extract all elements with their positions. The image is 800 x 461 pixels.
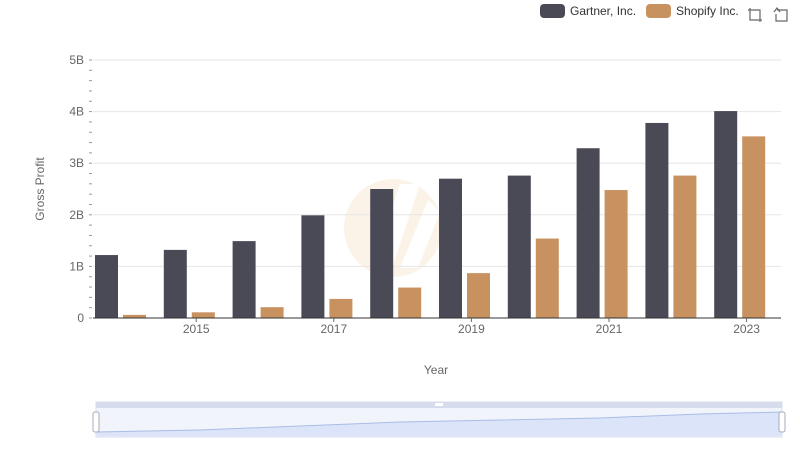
bar-shopify-2017[interactable] [329,298,353,318]
y-tick-label: 2B [69,208,84,222]
bar-shopify-2014[interactable] [123,314,146,318]
bar-shopify-2022[interactable] [673,175,697,318]
x-tick-label: 2023 [733,322,760,336]
bar-shopify-2018[interactable] [398,287,422,318]
bar-gartner-2020[interactable] [507,175,531,318]
bars [95,111,766,319]
legend-swatch-gartner [540,4,565,18]
zoom-drag-grip[interactable] [435,403,443,406]
bar-shopify-2020[interactable] [535,238,559,318]
y-tick-label: 4B [69,105,84,119]
bar-gartner-2022[interactable] [645,122,669,319]
restore-icon[interactable] [773,7,789,23]
bar-gartner-2023[interactable] [714,111,738,318]
bar-gartner-2017[interactable] [301,215,325,318]
y-tick-label: 5B [69,53,84,67]
y-axis-ticks: 0 1B 2B 3B 4B 5B [69,53,92,325]
y-tick-label: 1B [69,259,84,273]
y-axis-title: Gross Profit [33,157,47,221]
zoom-icon[interactable] [747,7,763,23]
bar-gartner-2021[interactable] [576,148,600,318]
zoom-slider[interactable] [92,401,786,438]
legend: Gartner, Inc. Shopify Inc. [540,4,739,18]
x-tick-label: 2015 [183,322,210,336]
bar-gartner-2014[interactable] [95,255,118,318]
bar-shopify-2019[interactable] [467,273,490,318]
zoom-handle-left[interactable] [92,411,100,433]
legend-item-shopify[interactable]: Shopify Inc. [646,4,739,18]
x-tick-label: 2017 [320,322,347,336]
bar-shopify-2021[interactable] [604,190,628,318]
legend-swatch-shopify [646,4,672,18]
zoom-handle-right[interactable] [778,411,786,433]
x-axis: 2015 2017 2019 2021 2023 [93,317,781,336]
legend-label-gartner: Gartner, Inc. [570,4,637,18]
bar-shopify-2016[interactable] [260,307,284,318]
bar-gartner-2015[interactable] [163,249,187,318]
legend-item-gartner[interactable]: Gartner, Inc. [540,4,636,18]
bar-gartner-2016[interactable] [232,241,256,318]
zoom-slider-preview-line [96,411,782,433]
legend-label-shopify: Shopify Inc. [676,4,739,18]
x-tick-label: 2019 [458,322,485,336]
y-tick-label: 0 [77,311,84,325]
bar-gartner-2019[interactable] [439,178,462,318]
bar-shopify-2023[interactable] [742,136,766,318]
y-tick-label: 3B [69,156,84,170]
bar-shopify-2015[interactable] [191,312,215,318]
x-tick-label: 2021 [596,322,623,336]
x-axis-title: Year [424,363,448,377]
bar-gartner-2018[interactable] [370,189,394,318]
